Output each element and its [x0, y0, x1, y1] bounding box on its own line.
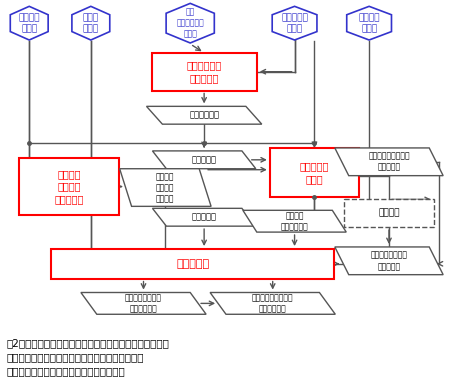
Text: 実蒸発散量: 実蒸発散量: [192, 155, 216, 164]
Text: 上流メッシュからの
地下水移動量: 上流メッシュからの 地下水移動量: [252, 293, 293, 314]
Text: 気象
（降水以外）
データ: 気象 （降水以外） データ: [176, 8, 204, 39]
Polygon shape: [153, 151, 256, 169]
Text: 作付時期
作付面積
推定モデル: 作付時期 作付面積 推定モデル: [54, 169, 84, 204]
Text: 降水量
データ: 降水量 データ: [83, 13, 99, 33]
Bar: [344, 199, 434, 227]
Bar: [51, 249, 334, 279]
Text: 実取水量
水田貯留水位: 実取水量 水田貯留水位: [281, 211, 308, 231]
Polygon shape: [347, 6, 392, 40]
Polygon shape: [81, 293, 206, 314]
Bar: [19, 158, 119, 215]
Text: 基準蒸発散量
推定モデル: 基準蒸発散量 推定モデル: [187, 61, 222, 83]
Polygon shape: [335, 148, 443, 176]
Polygon shape: [147, 106, 262, 124]
Text: 図2　分布型水循環モデルの任意メッシュ内の構造（図中
の枠は、六角形が入力データ、平行四辺形が出力
量、長方形がサブモデルを示している。）: 図2 分布型水循環モデルの任意メッシュ内の構造（図中 の枠は、六角形が入力データ…: [6, 338, 169, 376]
Polygon shape: [335, 247, 443, 275]
Text: 流域分割
データ: 流域分割 データ: [358, 13, 380, 33]
Text: 下流メッシュへの
地下水移動量: 下流メッシュへの 地下水移動量: [125, 293, 162, 314]
Text: 基準蒸発散量: 基準蒸発散量: [189, 111, 219, 120]
Text: 土地利用
データ: 土地利用 データ: [18, 13, 40, 33]
Polygon shape: [120, 169, 211, 206]
Text: 土壌水分量: 土壌水分量: [192, 213, 216, 222]
Text: 水田水利用
モデル: 水田水利用 モデル: [300, 161, 329, 184]
Polygon shape: [243, 210, 346, 232]
Text: 流出モデル: 流出モデル: [176, 259, 209, 269]
Polygon shape: [210, 293, 335, 314]
Polygon shape: [10, 6, 48, 40]
Polygon shape: [166, 3, 214, 43]
Text: 作付時期
作付面積
収穫面積: 作付時期 作付面積 収穫面積: [156, 172, 175, 203]
Bar: [270, 148, 359, 197]
Text: 下流メッシュへの
表面流出量: 下流メッシュへの 表面流出量: [370, 251, 408, 271]
Polygon shape: [72, 6, 110, 40]
Text: 地理・地形
データ: 地理・地形 データ: [281, 13, 308, 33]
Bar: [153, 53, 257, 90]
Text: 上流メッシュからの
表面流入量: 上流メッシュからの 表面流入量: [368, 152, 410, 172]
Polygon shape: [153, 208, 256, 226]
Text: 河道計算: 河道計算: [378, 209, 400, 218]
Polygon shape: [272, 6, 317, 40]
